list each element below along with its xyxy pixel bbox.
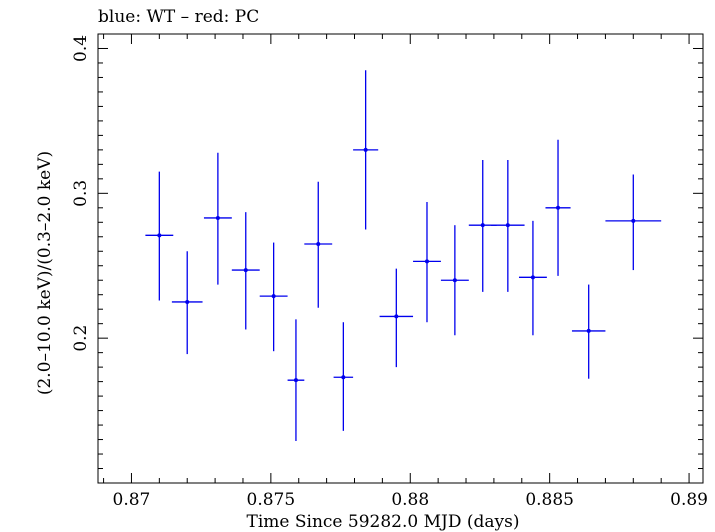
point-marker: [394, 314, 399, 319]
data-point: [304, 181, 333, 308]
point-marker: [530, 275, 535, 280]
point-marker: [243, 268, 248, 273]
y-axis-label: (2.0–10.0 keV)/(0.3–2.0 keV): [35, 151, 55, 395]
point-marker: [586, 328, 591, 333]
data-point: [259, 242, 288, 352]
data-point: [491, 160, 525, 292]
point-marker: [341, 375, 346, 380]
axis-ticks: 0.87 0.875 0.88 0.885 0.89 0.2 0.3 0.4: [71, 33, 708, 510]
x-tick-label: 0.885: [525, 490, 574, 510]
point-marker: [271, 294, 276, 299]
point-marker: [157, 233, 162, 238]
data-point: [333, 322, 354, 431]
data-point: [145, 171, 174, 301]
data-point: [379, 268, 414, 368]
point-marker: [505, 223, 510, 228]
data-point: [518, 220, 547, 336]
data-point: [171, 251, 203, 355]
x-axis-label: Time Since 59282.0 MJD (days): [247, 512, 520, 532]
x-tick-label: 0.88: [391, 490, 429, 510]
point-marker: [215, 215, 220, 220]
point-marker: [424, 259, 429, 264]
y-tick-label: 0.4: [71, 35, 91, 62]
point-marker: [363, 147, 368, 152]
point-marker: [316, 242, 321, 247]
point-marker: [293, 378, 298, 383]
y-tick-label: 0.2: [71, 325, 91, 352]
point-marker: [556, 205, 561, 210]
point-marker: [631, 218, 636, 223]
data-point: [353, 70, 379, 230]
data-point: [605, 174, 662, 271]
data-point: [413, 202, 441, 323]
plot-frame: [97, 33, 704, 484]
data-point: [468, 160, 497, 292]
x-tick-label: 0.87: [113, 490, 151, 510]
data-point: [203, 152, 232, 285]
x-tick-label: 0.875: [247, 490, 296, 510]
point-marker: [185, 299, 190, 304]
data-point: [571, 284, 606, 379]
data-point: [440, 225, 469, 336]
chart-title: blue: WT – red: PC: [98, 7, 259, 27]
data-point: [287, 319, 305, 441]
point-marker: [452, 278, 457, 283]
x-tick-label: 0.89: [670, 490, 708, 510]
data-point: [231, 212, 260, 330]
point-marker: [480, 223, 485, 228]
data-series: [145, 70, 662, 441]
data-point: [545, 139, 571, 276]
y-tick-label: 0.3: [71, 180, 91, 207]
